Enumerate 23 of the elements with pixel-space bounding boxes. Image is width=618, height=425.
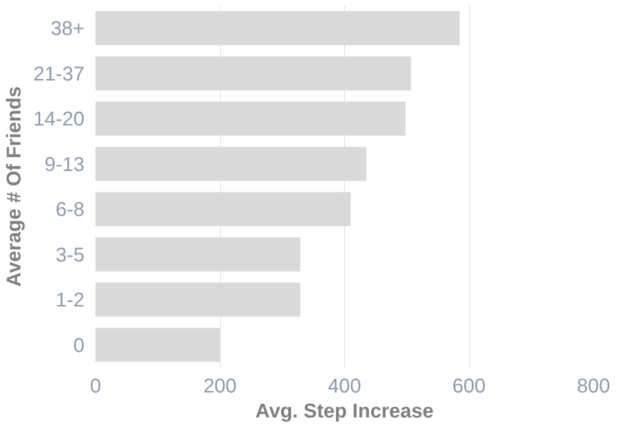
y-tick-label: 3-5 — [56, 244, 84, 266]
bar — [96, 282, 300, 317]
x-tick-label: 600 — [452, 376, 486, 398]
x-tick-label: 800 — [576, 376, 610, 398]
y-axis-title: Average # Of Friends — [3, 86, 26, 287]
bar — [96, 102, 406, 136]
x-tick-label: 200 — [203, 376, 237, 398]
y-tick-label: 21-37 — [33, 63, 85, 86]
bar — [96, 237, 300, 272]
bar — [96, 146, 366, 181]
bar — [96, 56, 412, 90]
bar — [96, 11, 460, 46]
x-tick-label: 0 — [90, 376, 102, 398]
y-tick-label: 38+ — [50, 18, 85, 40]
y-tick-label: 6-8 — [56, 199, 84, 222]
bar — [96, 192, 351, 226]
y-tick-label: 9-13 — [44, 154, 84, 176]
x-tick-label: 400 — [328, 376, 362, 398]
bar — [96, 328, 220, 362]
y-tick-label: 0 — [73, 334, 84, 357]
x-axis-title: Avg. Step Increase — [255, 400, 434, 422]
y-tick-label: 1-2 — [56, 290, 84, 312]
y-tick-label: 14-20 — [33, 108, 85, 131]
